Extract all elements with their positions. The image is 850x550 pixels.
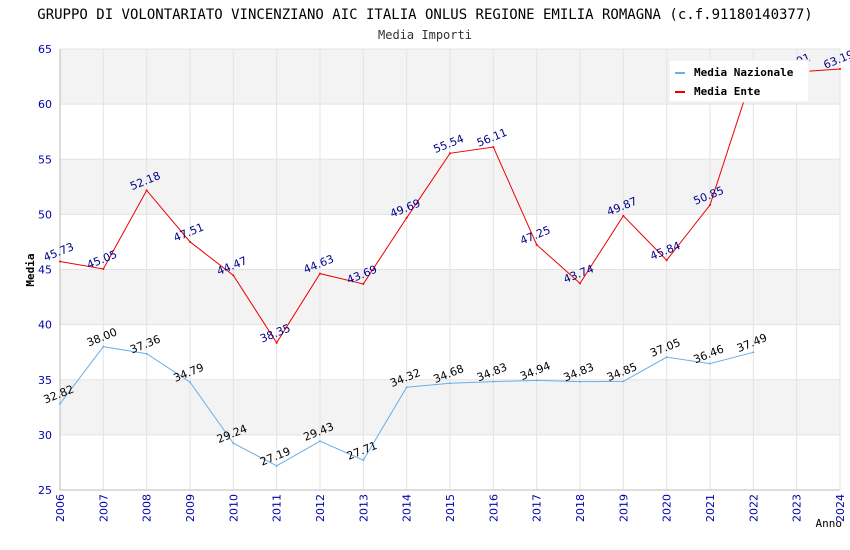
y-tick-label: 65 <box>38 43 52 56</box>
x-tick-label: 2019 <box>617 494 630 522</box>
x-tick-label: 2008 <box>141 494 154 522</box>
data-point <box>665 259 668 262</box>
x-axis: 2006 2007 2008 2009 2010 2011 2012 2013 2014 2015… <box>54 494 847 522</box>
x-tick-label: 2011 <box>271 494 284 522</box>
data-point <box>405 386 408 389</box>
x-tick-label: 2021 <box>704 494 717 522</box>
x-tick-label: 2012 <box>314 494 327 522</box>
data-point <box>709 204 711 207</box>
data-point <box>622 214 625 217</box>
data-point <box>319 440 321 443</box>
data-point <box>535 379 538 382</box>
data-point <box>622 380 625 383</box>
x-tick-label: 2016 <box>487 494 500 522</box>
legend-box <box>668 59 810 103</box>
x-tick-label: 2018 <box>574 494 587 522</box>
y-tick-label: 50 <box>38 208 52 221</box>
data-point <box>362 282 365 285</box>
legend-item: Media Nazionale <box>675 66 794 79</box>
data-point <box>405 216 408 219</box>
data-point <box>145 352 148 355</box>
data-point <box>145 189 148 192</box>
y-axis-label: Media <box>24 253 37 286</box>
x-tick-label: 2023 <box>791 494 804 522</box>
y-tick-label: 45 <box>38 264 52 277</box>
x-tick-label: 2006 <box>54 494 67 522</box>
data-point <box>275 464 278 467</box>
data-point <box>319 272 321 275</box>
y-tick-label: 55 <box>38 153 52 166</box>
data-point <box>839 67 841 70</box>
data-point <box>665 356 668 359</box>
data-point <box>449 382 451 385</box>
data-point <box>189 240 191 243</box>
y-tick-label: 35 <box>38 374 52 387</box>
legend-item: Media Ente <box>675 85 761 98</box>
x-tick-label: 2020 <box>661 494 674 522</box>
legend-label: Media Ente <box>694 85 761 98</box>
data-point <box>579 380 581 383</box>
data-point <box>102 345 105 348</box>
x-tick-label: 2017 <box>531 494 544 522</box>
data-point <box>752 351 755 354</box>
legend: Media Nazionale Media Ente <box>668 59 810 103</box>
data-point <box>189 381 191 384</box>
data-point <box>449 152 451 155</box>
data-point <box>232 442 235 445</box>
y-tick-label: 40 <box>38 319 52 332</box>
x-tick-label: 2010 <box>227 494 240 522</box>
data-point <box>492 380 495 383</box>
y-tick-label: 25 <box>38 484 52 497</box>
x-tick-label: 2014 <box>401 494 414 522</box>
x-tick-label: 2007 <box>97 494 110 522</box>
data-point <box>709 362 711 365</box>
data-point <box>102 267 105 270</box>
x-axis-label: Anno <box>816 517 843 530</box>
data-point <box>275 341 278 344</box>
y-tick-label: 60 <box>38 98 52 111</box>
x-tick-label: 2022 <box>747 494 760 522</box>
plot-background <box>59 48 841 491</box>
x-tick-label: 2024 <box>834 494 847 522</box>
data-point <box>579 282 581 285</box>
data-point <box>232 274 235 277</box>
chart-title: GRUPPO DI VOLONTARIATO VINCENZIANO AIC I… <box>37 7 812 23</box>
data-point <box>535 243 538 246</box>
legend-label: Media Nazionale <box>694 66 794 79</box>
x-tick-label: 2013 <box>357 494 370 522</box>
x-tick-label: 2015 <box>444 494 457 522</box>
data-point <box>59 402 61 405</box>
data-point <box>59 260 61 263</box>
y-axis: 25 30 35 40 45 50 55 60 65 <box>38 43 52 497</box>
data-point <box>362 459 365 462</box>
chart-subtitle: Media Importi <box>378 28 472 42</box>
y-tick-label: 30 <box>38 429 52 442</box>
x-tick-label: 2009 <box>184 494 197 522</box>
data-point <box>492 146 495 149</box>
